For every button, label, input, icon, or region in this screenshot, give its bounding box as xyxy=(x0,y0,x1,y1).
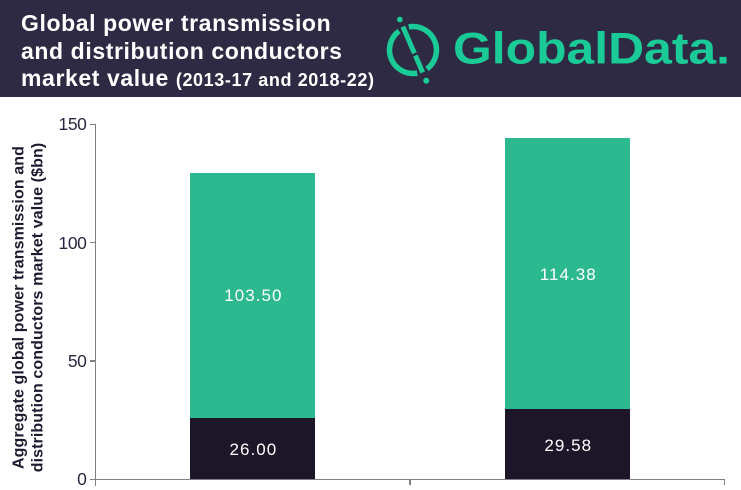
svg-text:GlobalData.: GlobalData. xyxy=(453,25,730,74)
